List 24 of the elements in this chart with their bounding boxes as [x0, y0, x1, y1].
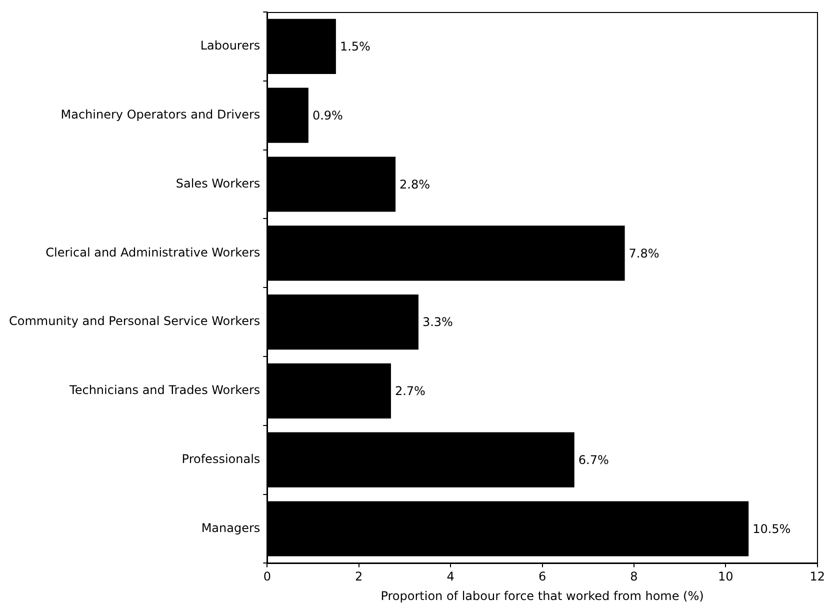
- x-tick-label: 0: [263, 570, 271, 584]
- y-tick-label: Professionals: [182, 452, 260, 466]
- x-tick-label: 2: [355, 570, 363, 584]
- data-label: 1.5%: [340, 40, 370, 54]
- x-tick-label: 12: [810, 570, 826, 584]
- data-label: 6.7%: [578, 452, 609, 467]
- y-tick-label: Clerical and Administrative Workers: [46, 245, 260, 260]
- x-axis-title: Proportion of labour force that worked from home (%): [380, 588, 704, 603]
- data-label: 7.8%: [628, 246, 660, 260]
- x-tick-label: 10: [718, 570, 734, 584]
- y-tick-label: Managers: [201, 520, 260, 535]
- x-tick-label: 6: [538, 570, 546, 584]
- x-tick-label: 8: [630, 570, 638, 584]
- data-label: 3.3%: [422, 315, 453, 330]
- data-label: 10.5%: [752, 522, 791, 536]
- y-tick-label: Labourers: [200, 38, 260, 53]
- y-tick-label: Machinery Operators and Drivers: [60, 107, 260, 122]
- y-tick-label: Technicians and Trades Workers: [68, 383, 260, 398]
- data-label: 0.9%: [312, 108, 343, 122]
- data-label: 2.8%: [400, 177, 430, 192]
- y-tick-label: Sales Workers: [176, 176, 260, 190]
- data-label: 2.7%: [394, 384, 426, 398]
- x-tick-label: 4: [446, 570, 454, 584]
- y-tick-label: Community and Personal Service Workers: [8, 314, 260, 328]
